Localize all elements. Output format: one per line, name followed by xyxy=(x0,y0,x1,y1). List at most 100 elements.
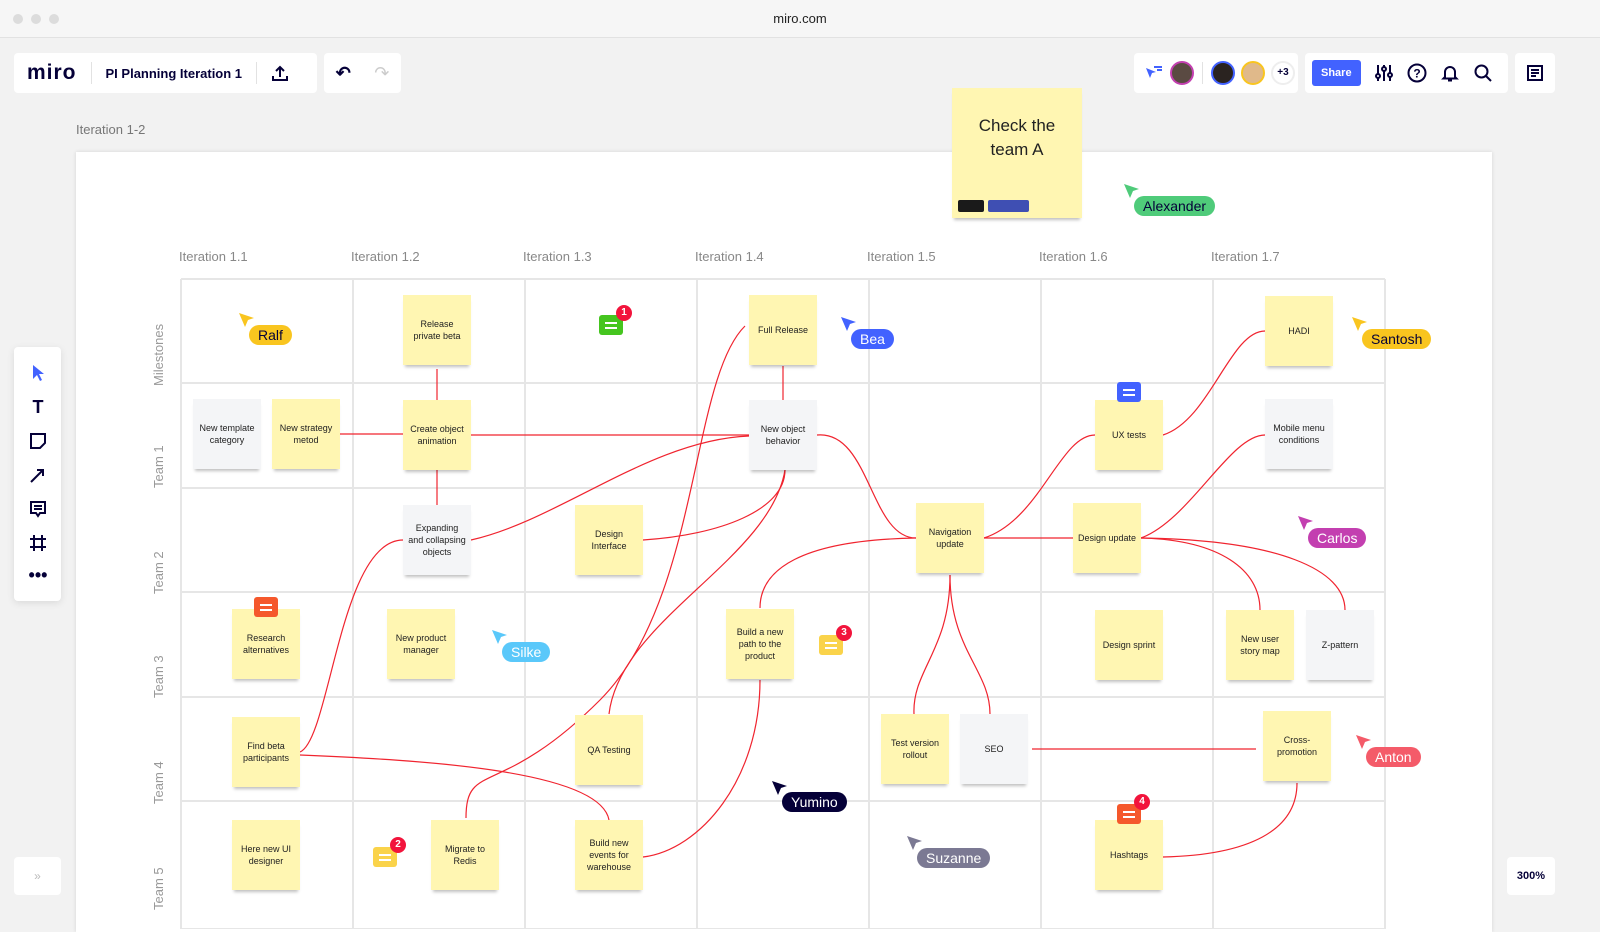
avatar[interactable] xyxy=(1241,61,1265,85)
sticky-note[interactable]: Find beta participants xyxy=(232,717,300,787)
column-header: Iteration 1.5 xyxy=(867,249,936,264)
sticky-note[interactable]: SEO xyxy=(960,714,1028,784)
column-header: Iteration 1.1 xyxy=(179,249,248,264)
sticky-note[interactable]: Full Release xyxy=(749,295,817,365)
sticky-note[interactable]: New template category xyxy=(193,399,261,469)
connector xyxy=(1162,782,1298,858)
undo-icon[interactable]: ↶ xyxy=(335,62,351,83)
sticky-note[interactable]: QA Testing xyxy=(575,715,643,785)
connector xyxy=(759,537,917,609)
tag-blue[interactable] xyxy=(988,200,1029,212)
sticky-note[interactable]: Test version rollout xyxy=(881,714,949,784)
sticky-note[interactable]: Expanding and collapsing objects xyxy=(403,505,471,575)
settings-sliders-icon[interactable] xyxy=(1374,63,1394,83)
select-icon[interactable] xyxy=(26,361,50,385)
left-toolbar: T ••• xyxy=(14,347,61,601)
sticky-text: Check the team A xyxy=(978,116,1056,159)
sticky-note[interactable]: UX tests xyxy=(1095,400,1163,470)
sticky-note[interactable]: Design update xyxy=(1073,503,1141,573)
cursor-arrow-icon xyxy=(772,781,787,795)
sticky-note[interactable]: Hashtags xyxy=(1095,820,1163,890)
sticky-note[interactable]: HADI xyxy=(1265,296,1333,366)
board-notes-icon[interactable] xyxy=(1526,64,1544,82)
arrow-icon[interactable] xyxy=(26,463,50,487)
text-icon[interactable]: T xyxy=(32,396,44,417)
sticky-note[interactable]: Release private beta xyxy=(403,295,471,365)
actions-panel: Share ? xyxy=(1305,53,1508,93)
share-button[interactable]: Share xyxy=(1312,60,1361,86)
more-collaborators[interactable]: +3 xyxy=(1271,61,1295,85)
sticky-text: Cross-promotion xyxy=(1276,735,1318,757)
history-panel: ↶ ↷ xyxy=(324,53,401,93)
help-icon[interactable]: ? xyxy=(1407,63,1427,83)
sticky-note[interactable]: New product manager xyxy=(387,609,455,679)
frame-label[interactable]: Iteration 1-2 xyxy=(76,122,146,137)
collaborator-cursor-label: Yumino xyxy=(782,792,847,812)
sticky-note[interactable]: Here new UI designer xyxy=(232,820,300,890)
sticky-text: Navigation update xyxy=(928,527,972,549)
comment-icon[interactable] xyxy=(26,497,50,521)
comment-icon[interactable]: 3 xyxy=(819,625,852,655)
connector xyxy=(608,469,786,715)
sticky-text: SEO xyxy=(984,744,1004,754)
notifications-bell-icon[interactable] xyxy=(1440,63,1460,83)
sticky-note[interactable]: Migrate to Redis xyxy=(431,820,499,890)
floating-sticky-note[interactable]: Check the team A xyxy=(952,88,1082,218)
sticky-text: Migrate to Redis xyxy=(444,844,486,866)
follow-cursor-icon[interactable] xyxy=(1144,64,1164,82)
sticky-note[interactable]: Z-pattern xyxy=(1306,610,1374,680)
cursor-arrow-icon xyxy=(239,313,254,327)
sticky-note[interactable]: Research alternatives xyxy=(232,609,300,679)
expand-panel-button[interactable]: » xyxy=(14,857,61,895)
comment-icon[interactable]: 2 xyxy=(373,837,406,867)
column-header: Iteration 1.2 xyxy=(351,249,420,264)
redo-icon[interactable]: ↷ xyxy=(374,62,390,83)
sticky-text: Mobile menu conditions xyxy=(1273,423,1325,445)
sticky-note[interactable]: Design sprint xyxy=(1095,610,1163,680)
sticky-note[interactable]: Mobile menu conditions xyxy=(1265,399,1333,469)
sticky-note[interactable]: New strategy metod xyxy=(272,399,340,469)
sticky-note[interactable]: New user story map xyxy=(1226,610,1294,680)
sticky-note[interactable]: Cross-promotion xyxy=(1263,711,1331,781)
comment-icon[interactable] xyxy=(254,597,278,617)
sticky-note-icon[interactable] xyxy=(26,429,50,453)
connector xyxy=(983,434,1096,539)
sticky-note[interactable]: Design Interface xyxy=(575,505,643,575)
cursor-arrow-icon xyxy=(492,630,507,644)
miro-logo[interactable]: miro xyxy=(27,61,77,84)
avatar[interactable] xyxy=(1170,61,1194,85)
comment-icon[interactable] xyxy=(1117,382,1141,402)
zoom-level[interactable]: 300% xyxy=(1507,857,1555,895)
collaborators-panel: +3 xyxy=(1134,53,1298,93)
frame-icon[interactable] xyxy=(26,531,50,555)
column-header: Iteration 1.6 xyxy=(1039,249,1108,264)
collaborator-cursor-label: Bea xyxy=(851,329,894,349)
sticky-text: Design sprint xyxy=(1102,640,1156,650)
sticky-note[interactable]: Create object animation xyxy=(403,400,471,470)
avatar[interactable] xyxy=(1211,61,1235,85)
more-icon[interactable]: ••• xyxy=(28,564,48,585)
sticky-note[interactable]: Build new events for warehouse xyxy=(575,820,643,890)
cursor-arrow-icon xyxy=(1124,184,1139,198)
sticky-note[interactable]: Build a new path to the product xyxy=(726,609,794,679)
sticky-text: Z-pattern xyxy=(1321,640,1359,650)
comment-icon[interactable]: 4 xyxy=(1117,794,1150,824)
export-icon[interactable] xyxy=(271,64,289,82)
sticky-text: Research alternatives xyxy=(242,633,290,655)
sticky-note[interactable]: New object behavior xyxy=(749,400,817,470)
window-controls[interactable] xyxy=(13,14,59,24)
notes-panel xyxy=(1515,53,1555,93)
connector xyxy=(299,539,404,753)
sticky-text: QA Testing xyxy=(587,745,631,755)
tag-black[interactable] xyxy=(958,200,984,212)
comment-count-badge: 1 xyxy=(616,305,632,321)
comment-icon[interactable]: 1 xyxy=(599,305,632,335)
sticky-note[interactable]: Navigation update xyxy=(916,503,984,573)
board-title[interactable]: PI Planning Iteration 1 xyxy=(105,65,243,81)
sticky-text: Hashtags xyxy=(1109,850,1149,860)
collaborator-cursor-label: Ralf xyxy=(249,325,292,345)
sticky-text: New template category xyxy=(199,423,255,445)
connector xyxy=(1140,434,1266,539)
search-icon[interactable] xyxy=(1473,63,1493,83)
